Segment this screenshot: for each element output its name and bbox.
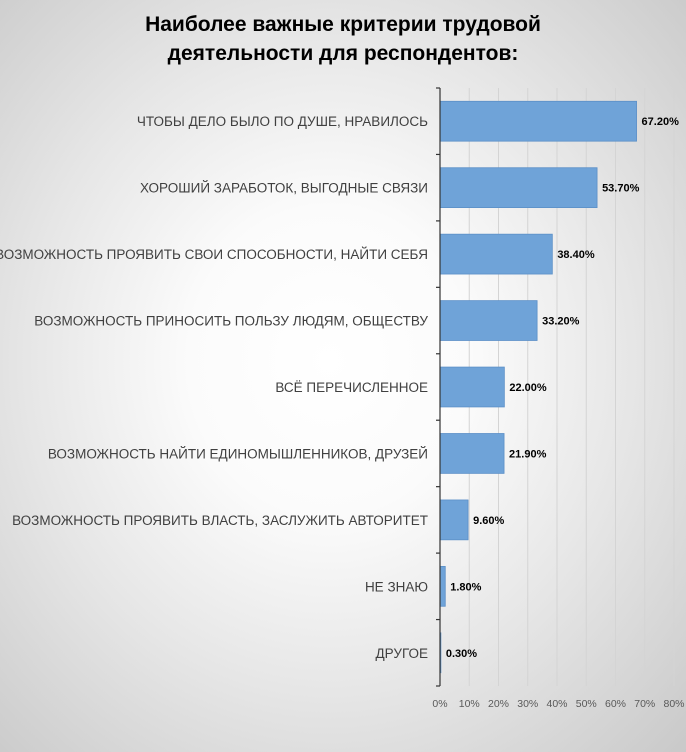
data-label: 9.60% [473,515,504,527]
category-label: ДРУГОЕ [376,646,428,661]
data-label: 38.40% [557,249,595,261]
category-label: ВОЗМОЖНОСТЬ ПРОЯВИТЬ СВОИ СПОСОБНОСТИ, Н… [0,247,428,262]
chart-title-line-1: Наиболее важные критерии трудовой [145,13,541,36]
data-label: 0.30% [446,648,477,660]
data-label: 22.00% [509,382,547,394]
data-label: 21.90% [509,448,547,460]
data-label: 33.20% [542,316,580,328]
x-tick-label: 10% [459,698,480,710]
bar [439,100,637,142]
category-label: ВОЗМОЖНОСТЬ ПРИНОСИТЬ ПОЛЬЗУ ЛЮДЯМ, ОБЩЕ… [34,314,428,329]
data-label: 1.80% [450,581,481,593]
bar [439,566,446,607]
bar [439,433,505,474]
category-label: НЕ ЗНАЮ [365,579,428,594]
bar [439,366,505,408]
category-label: ВСЁ ПЕРЕЧИСЛЕННОЕ [275,380,428,395]
category-label: ЧТОБЫ ДЕЛО БЫЛО ПО ДУШЕ, НРАВИЛОСЬ [137,114,428,129]
bar [439,499,469,541]
x-tick-label: 50% [576,698,597,710]
bar [439,300,538,341]
x-tick-label: 60% [605,698,626,710]
data-label: 53.70% [602,183,640,195]
chart-title: Наиболее важные критерии трудовой деятел… [0,10,686,68]
category-label: ХОРОШИЙ ЗАРАБОТОК, ВЫГОДНЫЕ СВЯЗИ [140,181,428,196]
x-tick-label: 0% [432,698,447,710]
bar [439,167,598,209]
category-label: ВОЗМОЖНОСТЬ НАЙТИ ЕДИНОМЫШЛЕННИКОВ, ДРУЗ… [48,446,428,461]
x-tick-label: 20% [488,698,509,710]
chart-title-line-2: деятельности для респондентов: [167,42,519,65]
x-tick-label: 80% [663,698,684,710]
x-tick-label: 70% [634,698,655,710]
x-tick-label: 30% [517,698,538,710]
bar [439,233,553,275]
data-label: 67.20% [642,116,680,128]
x-tick-label: 40% [546,698,567,710]
category-label: ВОЗМОЖНОСТЬ ПРОЯВИТЬ ВЛАСТЬ, ЗАСЛУЖИТЬ А… [12,513,428,528]
